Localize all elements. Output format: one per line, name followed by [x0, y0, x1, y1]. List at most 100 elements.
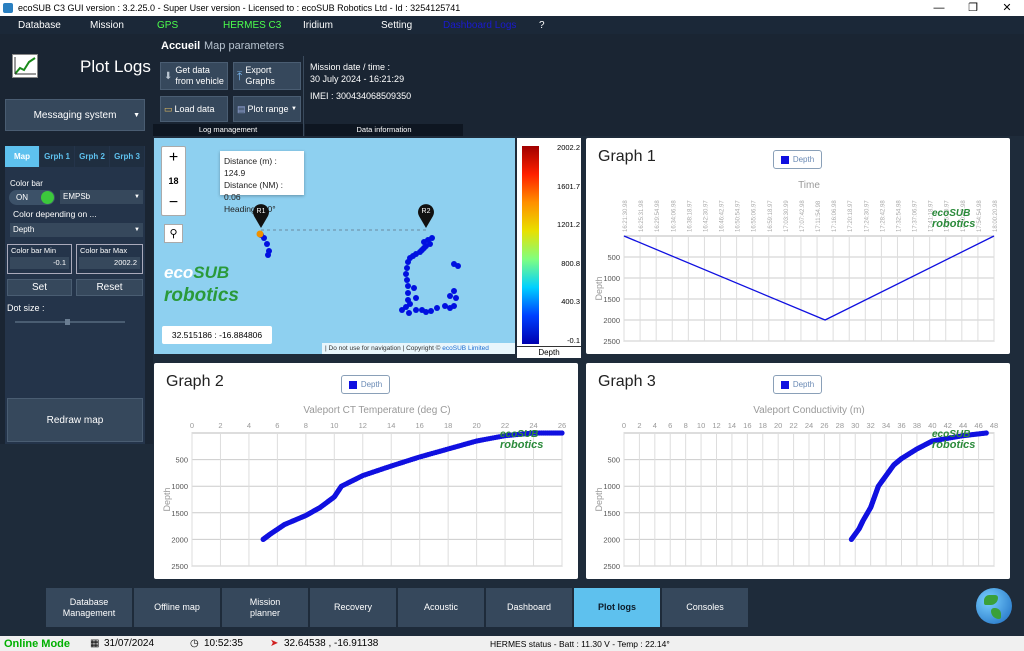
graph-2-legend[interactable]: Depth [341, 375, 390, 394]
load-data-button[interactable]: ▭ Load data [160, 96, 228, 122]
map-search-icon[interactable]: ⚲ [164, 224, 183, 243]
y-tick-label: 1500 [171, 509, 188, 518]
color-depending-select[interactable]: Depth ▼ [10, 223, 143, 237]
graph-3-title: Graph 3 [598, 373, 656, 390]
close-button[interactable]: ✕ [1002, 2, 1012, 14]
log-management-label: Log management [153, 124, 303, 136]
maximize-button[interactable]: ❐ [968, 2, 978, 14]
mission-date-label: Mission date / time : [310, 62, 391, 72]
zoom-out-button[interactable]: − [168, 194, 179, 211]
tab-graph-3[interactable]: Grph 3 [110, 146, 144, 167]
graph-3-chart: 500 1000 1500 2000 2500 Depth Valeport Conduct… [594, 405, 998, 571]
globe-icon[interactable] [976, 588, 1012, 624]
x-tick-label: 20 [472, 421, 480, 430]
x-tick-label: 24 [805, 421, 813, 430]
plot-logs-icon [12, 54, 38, 78]
dropdown-arrow-icon: ▼ [291, 106, 297, 112]
download-icon: ⬇ [164, 70, 173, 82]
y-tick-label: 1500 [603, 509, 620, 518]
graph-3-legend[interactable]: Depth [773, 375, 822, 394]
y-axis-label: Depth [594, 487, 604, 511]
nav-offline-map[interactable]: Offline map [134, 588, 220, 627]
y-tick-label: 1000 [603, 274, 620, 283]
redraw-map-button[interactable]: Redraw map [7, 398, 143, 442]
sidebar-panel: Map Grph 1 Grph 2 Grph 3 Color bar ON EM… [5, 146, 145, 444]
logo-eco: eco [932, 429, 950, 440]
export-graphs-button[interactable]: ⤒ Export Graphs [233, 62, 301, 90]
menu-item[interactable]: Setting [381, 19, 413, 31]
graph-2-chart: 500 1000 1500 2000 2500 Depth Valeport CT Temp… [162, 405, 566, 571]
map-attribution: | Do not use for navigation | Copyright … [322, 343, 515, 354]
export-graphs-label: Export Graphs [245, 65, 275, 86]
map-track-layer: R1 R2 [253, 204, 461, 316]
colorbar-tick: 1201.2 [557, 220, 580, 230]
x-tick-label: 6 [275, 421, 279, 430]
window-titlebar: ecoSUB C3 GUI version : 3.2.25.0 - Super… [0, 0, 1024, 16]
dot-size-slider[interactable] [15, 319, 125, 325]
x-axis-label: Valeport CT Temperature (deg C) [303, 405, 450, 416]
nav-acoustic[interactable]: Acoustic [398, 588, 484, 627]
nav-dashboard[interactable]: Dashboard [486, 588, 572, 627]
track-dot [264, 241, 270, 247]
tab-accueil[interactable]: Accueil [161, 40, 201, 52]
x-tick-label: 17:20:18.97 [848, 200, 854, 232]
track-dot [261, 235, 267, 241]
x-tick-label: 38 [913, 421, 921, 430]
data-point [983, 430, 989, 436]
marker-r1-icon[interactable]: R1 [253, 204, 269, 228]
menu-item[interactable]: Mission [90, 19, 124, 31]
nav-recovery[interactable]: Recovery [310, 588, 396, 627]
x-tick-label: 16:25:31.98 [639, 200, 645, 232]
slider-thumb[interactable] [64, 319, 70, 325]
menu-item[interactable]: Database [18, 19, 61, 31]
y-tick-label: 2000 [603, 316, 620, 325]
color-bar-max-input[interactable]: 2002.2 [79, 257, 140, 269]
x-tick-label: 17:41:18.97 [929, 200, 935, 232]
tab-map-parameters[interactable]: Map parameters [204, 40, 285, 52]
track-dot [256, 230, 264, 238]
tab-graph-1[interactable]: Grph 1 [40, 146, 74, 167]
bottom-navigation: Database Management Offline map Mission pl… [46, 588, 748, 627]
nav-plot-logs[interactable]: Plot logs [574, 588, 660, 627]
x-tick-label: 17:11:54.98 [816, 200, 822, 232]
reset-button[interactable]: Reset [76, 279, 143, 296]
x-tick-label: 16 [743, 421, 751, 430]
attribution-link[interactable]: ecoSUB Limited [442, 345, 489, 352]
set-button[interactable]: Set [7, 279, 72, 296]
tab-map[interactable]: Map [5, 146, 39, 167]
graph-3-panel: Graph 3 Depth 500 1000 1500 2000 2500 Depth Va… [586, 363, 1010, 579]
menu-item[interactable]: ? [539, 19, 545, 31]
graph-2-title: Graph 2 [166, 373, 224, 390]
colorbar-tick: -0.1 [567, 336, 580, 345]
track-dot [453, 295, 459, 301]
map-panel[interactable]: + 18 − ⚲ Distance (m) : 124.9 Distance (… [154, 138, 515, 354]
menu-item[interactable]: GPS [157, 19, 179, 31]
color-bar-max-label: Color bar Max [80, 246, 128, 255]
x-tick-label: 17:16:06.98 [832, 200, 838, 232]
color-bar-min-input[interactable]: -0.1 [10, 257, 69, 269]
x-tick-label: 16:21:30.98 [623, 200, 629, 232]
colorbar-tick: 400.3 [561, 297, 580, 307]
zoom-level: 18 [168, 176, 179, 186]
menu-item[interactable]: Iridium [303, 19, 334, 31]
graph-1-legend[interactable]: Depth [773, 150, 822, 169]
plot-range-button[interactable]: ▤ Plot range ▼ [233, 96, 301, 122]
colorbar-gradient [522, 146, 539, 344]
marker-r2-icon[interactable]: R2 [418, 204, 434, 228]
track-dot [427, 241, 433, 247]
nav-mission-planner[interactable]: Mission planner [222, 588, 308, 627]
tab-graph-2[interactable]: Grph 2 [75, 146, 109, 167]
color-map-select[interactable]: EMPSb ▼ [60, 190, 143, 204]
menu-item[interactable]: HERMES C3 [223, 19, 282, 31]
minimize-button[interactable]: — [933, 2, 945, 14]
color-bar-toggle[interactable]: ON [9, 190, 55, 205]
x-tick-label: 10 [697, 421, 705, 430]
get-data-button[interactable]: ⬇ Get data from vehicle [160, 62, 228, 90]
x-tick-label: 40 [928, 421, 936, 430]
messaging-system-dropdown[interactable]: Messaging system ▼ [5, 99, 145, 131]
nav-database-management[interactable]: Database Management [46, 588, 132, 627]
menu-item[interactable]: Dashboard Logs [443, 19, 517, 31]
nav-consoles[interactable]: Consoles [662, 588, 748, 627]
legend-swatch [348, 380, 357, 389]
zoom-in-button[interactable]: + [168, 149, 179, 166]
